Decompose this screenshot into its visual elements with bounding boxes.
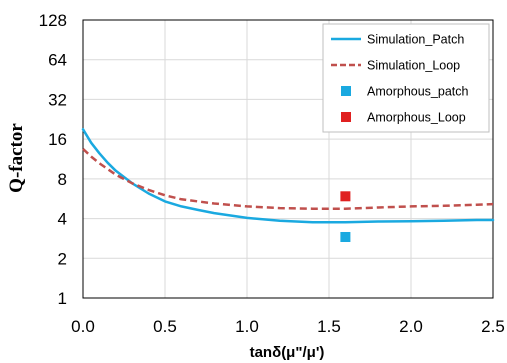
- y-tick-label: 1: [58, 289, 67, 308]
- y-tick-labels: 1 2 4 8 16 32 64 128: [39, 11, 67, 308]
- y-tick-label: 4: [58, 210, 67, 229]
- x-tick-label: 2.0: [399, 317, 423, 336]
- data-point-amorphous-loop: [340, 191, 351, 202]
- series-line-simulation-patch: [81, 128, 495, 224]
- legend-label: Amorphous_patch: [367, 85, 469, 99]
- x-tick-label: 1.0: [235, 317, 259, 336]
- y-tick-label: 2: [58, 249, 67, 268]
- legend: Simulation_Patch Simulation_Loop Amorphous…: [322, 23, 490, 133]
- y-axis-label: Q-factor: [6, 123, 27, 193]
- plot-area-frame: [82, 19, 494, 299]
- x-tick-label: 2.5: [481, 317, 505, 336]
- series-markers: [340, 191, 351, 242]
- x-tick-label: 0.0: [71, 317, 95, 336]
- legend-swatch: [341, 86, 351, 96]
- legend-swatch: [341, 112, 351, 122]
- legend-label: Simulation_Patch: [367, 33, 464, 47]
- y-tick-label: 128: [39, 11, 67, 30]
- series-line-simulation-loop: [82, 147, 494, 210]
- x-axis-label: tanδ(μ"/μ'): [250, 344, 325, 361]
- legend-label: Simulation_Loop: [367, 59, 460, 73]
- y-tick-label: 32: [48, 90, 67, 109]
- y-tick-label: 64: [48, 51, 67, 70]
- y-tick-label: 8: [58, 170, 67, 189]
- x-tick-label: 0.5: [153, 317, 177, 336]
- data-point-amorphous-patch: [340, 231, 351, 242]
- x-tick-labels: 0.0 0.5 1.0 1.5 2.0 2.5: [71, 317, 505, 336]
- series-lines: [81, 128, 495, 224]
- legend-label: Amorphous_Loop: [367, 111, 466, 125]
- x-tick-label: 1.5: [317, 317, 341, 336]
- y-tick-label: 16: [48, 130, 67, 149]
